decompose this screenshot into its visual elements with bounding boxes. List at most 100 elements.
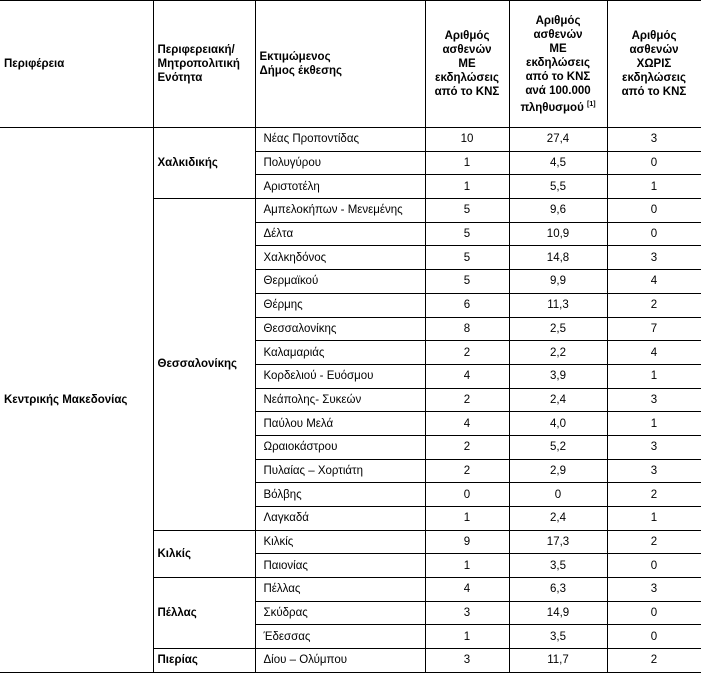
header-line: Ενότητα [157, 72, 203, 84]
number-cell: 2 [606, 529, 701, 555]
number-cell: 10 [424, 127, 510, 152]
header-line: εκδηλώσεις [526, 56, 590, 69]
table-row: Ωραιοκάστρου 2 5,2 3 [0, 434, 701, 460]
number-cell: 2 [606, 292, 701, 318]
number-cell: 2 [424, 434, 510, 460]
number-cell: 0 [606, 198, 701, 223]
number-cell: 4,5 [508, 150, 608, 176]
number-cell: 2 [606, 482, 701, 507]
number-cell: 5,2 [508, 434, 608, 460]
number-cell: 0 [508, 482, 608, 507]
number-cell: 2,4 [508, 506, 608, 531]
unit-cell: Θεσσαλονίκης [152, 198, 256, 531]
number-cell: 4 [424, 411, 510, 436]
table-row: Θέρμης 6 11,3 2 [0, 292, 701, 318]
table-body: Κεντρικής Μακεδονίας Χαλκιδικής Νέας Προπο… [0, 126, 701, 673]
number-cell: 1 [606, 363, 701, 389]
number-cell: 0 [606, 553, 701, 579]
header-line: ΧΩΡΙΣ [636, 58, 672, 70]
header-line: πληθυσμού [520, 101, 584, 114]
number-cell: 1 [424, 506, 510, 531]
municipality-cell: Έδεσσας [254, 624, 426, 650]
header-line: Περιφέρεια [4, 58, 65, 70]
number-cell: 2,2 [508, 340, 608, 365]
table-row: Πυλαίας – Χορτιάτη 2 2,9 3 [0, 458, 701, 484]
column-header: Αριθμός ασθενών ΜΕ εκδηλώσεις από το ΚΝΣ ανά … [508, 0, 608, 128]
number-cell: 5 [424, 198, 510, 223]
column-header: Αριθμός ασθενών ΧΩΡΙΣ εκδηλώσεις από το ΚΝΣ [606, 0, 701, 128]
number-cell: 0 [606, 624, 701, 650]
municipality-cell: Λαγκαδά [254, 506, 426, 531]
number-cell: 6 [424, 292, 510, 318]
municipality-cell: Πολυγύρου [254, 150, 426, 176]
table-row: Καλαμαριάς 2 2,2 4 [0, 340, 701, 365]
number-cell: 1 [424, 553, 510, 579]
column-header: Περιφέρεια [0, 0, 154, 128]
number-cell: 9,9 [508, 269, 608, 294]
number-cell: 0 [606, 150, 701, 176]
number-cell: 2,5 [508, 316, 608, 342]
municipality-cell: Δίου – Ολύμπου [254, 648, 426, 673]
column-header: Εκτιμώμενος Δήμος έκθεσης [254, 0, 426, 128]
number-cell: 4 [606, 340, 701, 365]
table-row: Χαλκηδόνος 5 14,8 3 [0, 245, 701, 271]
municipality-cell: Αριστοτέλη [254, 174, 426, 200]
number-cell: 5 [424, 245, 510, 271]
table-row: Θεσσαλονίκης 8 2,5 7 [0, 316, 701, 342]
table-row: Κορδελιού - Ευόσμου 4 3,9 1 [0, 363, 701, 389]
header-line: ασθενών [442, 44, 492, 56]
table-row: Σκύδρας 3 14,9 0 [0, 600, 701, 626]
number-cell: 7 [606, 316, 701, 342]
header-line: Δήμος έκθεσης [259, 65, 343, 77]
number-cell: 9,6 [508, 198, 608, 223]
number-cell: 14,9 [508, 600, 608, 626]
unit-cell: Πιερίας [152, 648, 256, 673]
header-line: από το ΚΝΣ [434, 86, 500, 98]
number-cell: 1 [424, 174, 510, 200]
table-row: Παιονίας 1 3,5 0 [0, 553, 701, 579]
number-cell: 11,7 [508, 648, 608, 673]
number-cell: 2 [424, 458, 510, 484]
number-cell: 1 [606, 506, 701, 531]
municipality-cell: Θέρμης [254, 292, 426, 318]
number-cell: 4 [424, 363, 510, 389]
header-line: ανά 100.000 [525, 84, 591, 97]
header-line: εκδηλώσεις [622, 72, 686, 84]
number-cell: 14,8 [508, 245, 608, 271]
municipality-cell: Παύλου Μελά [254, 411, 426, 436]
number-cell: 3 [606, 245, 701, 271]
municipality-cell: Παιονίας [254, 553, 426, 579]
unit-cell: Χαλκιδικής [152, 126, 256, 200]
header-line: Αριθμός [631, 30, 677, 42]
number-cell: 3 [606, 127, 701, 152]
number-cell: 1 [424, 150, 510, 176]
number-cell: 5 [424, 221, 510, 247]
header-line: Εκτιμώμενος [259, 51, 331, 63]
number-cell: 2 [424, 340, 510, 365]
number-cell: 2,4 [508, 387, 608, 413]
number-cell: 2,9 [508, 458, 608, 484]
municipality-cell: Θερμαϊκού [254, 269, 426, 294]
number-cell: 0 [606, 221, 701, 247]
municipality-cell: Ωραιοκάστρου [254, 434, 426, 460]
number-cell: 3 [424, 648, 510, 673]
table-row: Θερμαϊκού 5 9,9 4 [0, 269, 701, 294]
column-header: Περιφερειακή/Μητροπολιτική Ενότητα [152, 0, 256, 128]
number-cell: 3 [606, 387, 701, 413]
number-cell: 2 [606, 648, 701, 673]
table-row: Πιερίας Δίου – Ολύμπου 3 11,7 2 [0, 648, 701, 673]
table-row: Κεντρικής Μακεδονίας Χαλκιδικής Νέας Προπο… [0, 126, 701, 673]
number-cell: 6,3 [508, 577, 608, 602]
header-line: ασθενών [533, 28, 583, 41]
number-cell: 1 [606, 411, 701, 436]
number-cell: 3,5 [508, 553, 608, 579]
number-cell: 1 [606, 174, 701, 200]
table-row: Βόλβης 0 0 2 [0, 482, 701, 507]
header-line: εκδηλώσεις [435, 72, 499, 84]
number-cell: 2 [424, 387, 510, 413]
number-cell: 4 [606, 269, 701, 294]
number-cell: 3 [606, 458, 701, 484]
unit-cell: Κιλκίς [152, 529, 256, 579]
municipality-cell: Νέας Προποντίδας [254, 127, 426, 152]
